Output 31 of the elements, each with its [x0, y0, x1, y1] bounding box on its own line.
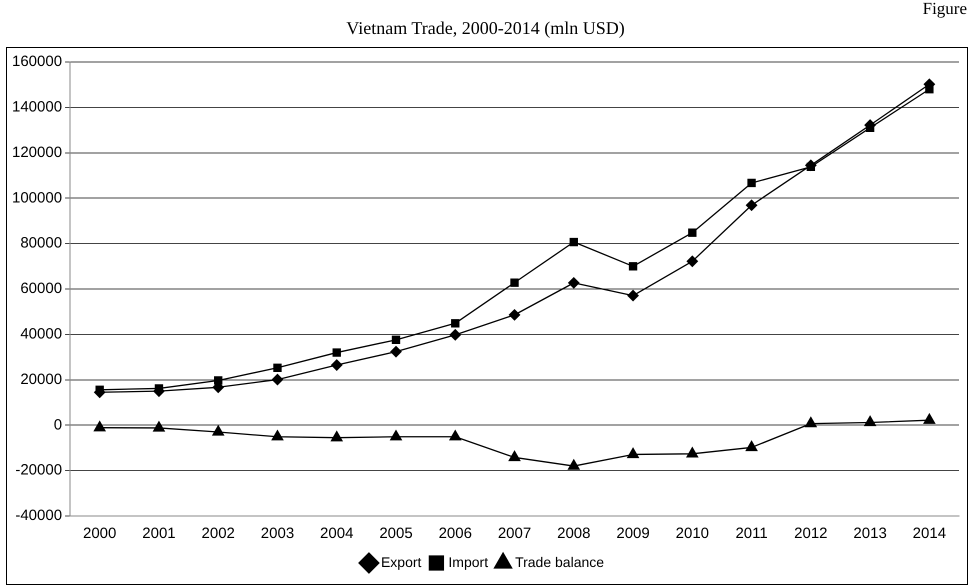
y-tick-label: 40000 — [20, 326, 62, 343]
legend-label: Export — [380, 554, 422, 570]
x-tick-label: 2010 — [676, 525, 710, 542]
x-tick-label: 2013 — [853, 525, 887, 542]
x-tick-label: 2002 — [202, 525, 235, 542]
y-tick-label: 20000 — [20, 370, 62, 388]
text: Figure — [922, 0, 967, 18]
legend-label: Trade balance — [515, 554, 604, 570]
y-tick-label: 140000 — [12, 98, 62, 116]
x-tick-label: 2003 — [260, 525, 294, 542]
y-tick-label: 160000 — [12, 53, 62, 70]
x-tick-label: 2007 — [498, 525, 532, 542]
x-tick-label: 2014 — [912, 525, 946, 542]
y-tick-label: 120000 — [12, 144, 62, 161]
y-tick-label: 100000 — [12, 189, 62, 206]
chart-title: Vietnam Trade, 2000-2014 (mln USD) — [345, 18, 626, 39]
x-tick-label: 2012 — [794, 525, 828, 542]
x-tick-label: 2011 — [735, 525, 768, 542]
x-tick-label: 2000 — [83, 525, 116, 542]
y-tick-label: -40000 — [15, 507, 62, 524]
y-tick-label: -20000 — [15, 462, 62, 479]
x-tick-label: 2001 — [142, 525, 176, 542]
y-tick-label: 0 — [54, 416, 62, 434]
y-tick-label: 80000 — [20, 234, 62, 252]
x-tick-label: 2009 — [616, 525, 650, 542]
x-tick-label: 2005 — [379, 525, 413, 542]
x-tick-label: 2008 — [557, 525, 590, 542]
y-tick-label: 60000 — [20, 280, 62, 298]
legend-label: Import — [448, 554, 488, 570]
x-tick-label: 2004 — [320, 525, 354, 542]
x-tick-label: 2006 — [438, 525, 472, 542]
